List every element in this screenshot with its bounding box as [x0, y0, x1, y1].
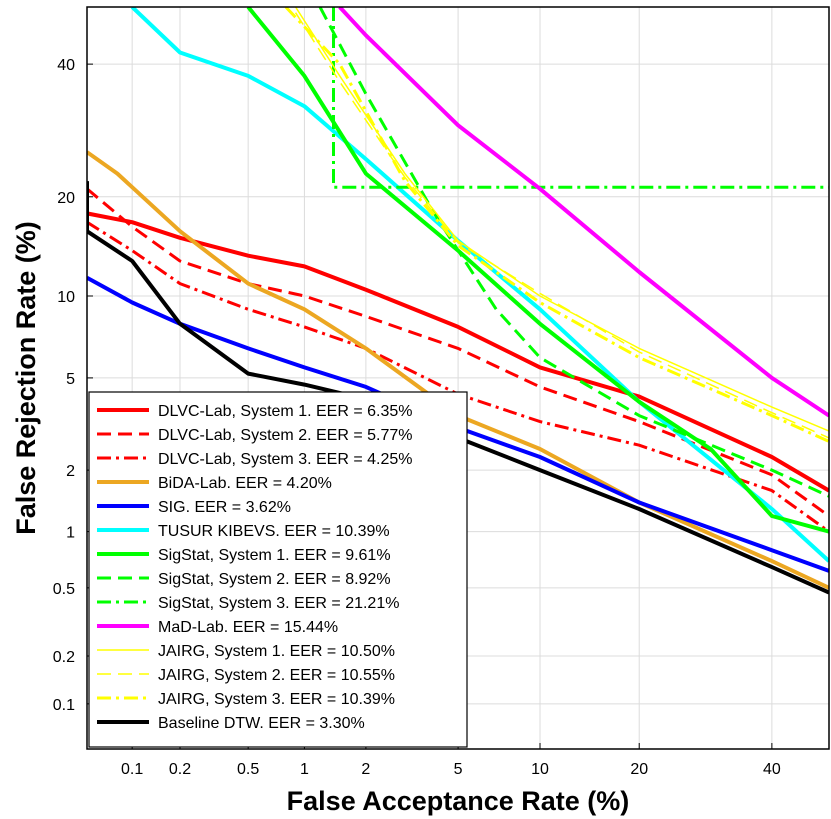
x-tick-label: 10: [531, 761, 549, 778]
legend-label: SigStat, System 3. EER = 21.21%: [158, 595, 399, 612]
series-line-9: [332, 7, 829, 189]
legend-label: SIG. EER = 3.62%: [158, 499, 291, 516]
series-line-8: [318, 7, 829, 498]
legend-items: DLVC-Lab, System 1. EER = 6.35% DLVC-Lab,…: [97, 403, 412, 732]
x-tick-label: 0.5: [237, 761, 259, 778]
legend-label: TUSUR KIBEVS. EER = 10.39%: [158, 523, 390, 540]
legend-label: DLVC-Lab, System 3. EER = 4.25%: [158, 451, 412, 468]
x-tick-label: 20: [630, 761, 648, 778]
x-tick-label: 5: [454, 761, 463, 778]
legend-label: JAIRG, System 3. EER = 10.39%: [158, 691, 395, 708]
y-tick-label: 0.1: [53, 697, 75, 714]
y-tick-label: 10: [57, 289, 75, 306]
series-line-4: [87, 150, 829, 590]
legend-box: [88, 391, 468, 748]
x-tick-label: 1: [300, 761, 309, 778]
legend-label: MaD-Lab. EER = 15.44%: [158, 619, 338, 636]
legend-label: BiDA-Lab. EER = 4.20%: [158, 475, 332, 492]
legend-label: DLVC-Lab, System 2. EER = 5.77%: [158, 427, 412, 444]
y-tick-label: 0.5: [53, 581, 75, 598]
x-tick-label: 40: [763, 761, 781, 778]
y-tick-label: 0.2: [53, 649, 75, 666]
y-tick-label: 1: [66, 525, 75, 542]
x-tick-label: 0.1: [121, 761, 143, 778]
legend: DLVC-Lab, System 1. EER = 6.35% DLVC-Lab,…: [88, 391, 468, 748]
legend-label: JAIRG, System 2. EER = 10.55%: [158, 667, 395, 684]
y-tick-label: 20: [57, 190, 75, 207]
y-tick-label: 2: [66, 463, 75, 480]
series-line-12: [294, 12, 829, 439]
legend-label: Baseline DTW. EER = 3.30%: [158, 715, 365, 732]
series-line-6: [130, 7, 829, 563]
legend-label: JAIRG, System 1. EER = 10.50%: [158, 643, 395, 660]
series-line-10: [338, 7, 829, 418]
legend-label: SigStat, System 1. EER = 9.61%: [158, 547, 391, 564]
legend-label: DLVC-Lab, System 1. EER = 6.35%: [158, 403, 412, 420]
series-line-5: [87, 275, 829, 573]
legend-label: SigStat, System 2. EER = 8.92%: [158, 571, 391, 588]
series-line-11: [294, 7, 829, 432]
y-tick-label: 40: [57, 57, 75, 74]
x-tick-label: 0.2: [169, 761, 191, 778]
x-axis-label: False Acceptance Rate (%): [287, 786, 630, 816]
x-tick-label: 2: [361, 761, 370, 778]
y-tick-label: 5: [66, 371, 75, 388]
series-line-13: [284, 7, 829, 443]
series-line-1: [87, 211, 829, 493]
y-axis-label: False Rejection Rate (%): [11, 221, 41, 535]
series-layer: [87, 7, 829, 595]
series-line-7: [246, 7, 829, 534]
tick-layer: 0.1 0.2 0.5 1 2 5 10 20 40 0.1 0.2 0.5 1 2 5 10 20 40: [53, 57, 781, 778]
